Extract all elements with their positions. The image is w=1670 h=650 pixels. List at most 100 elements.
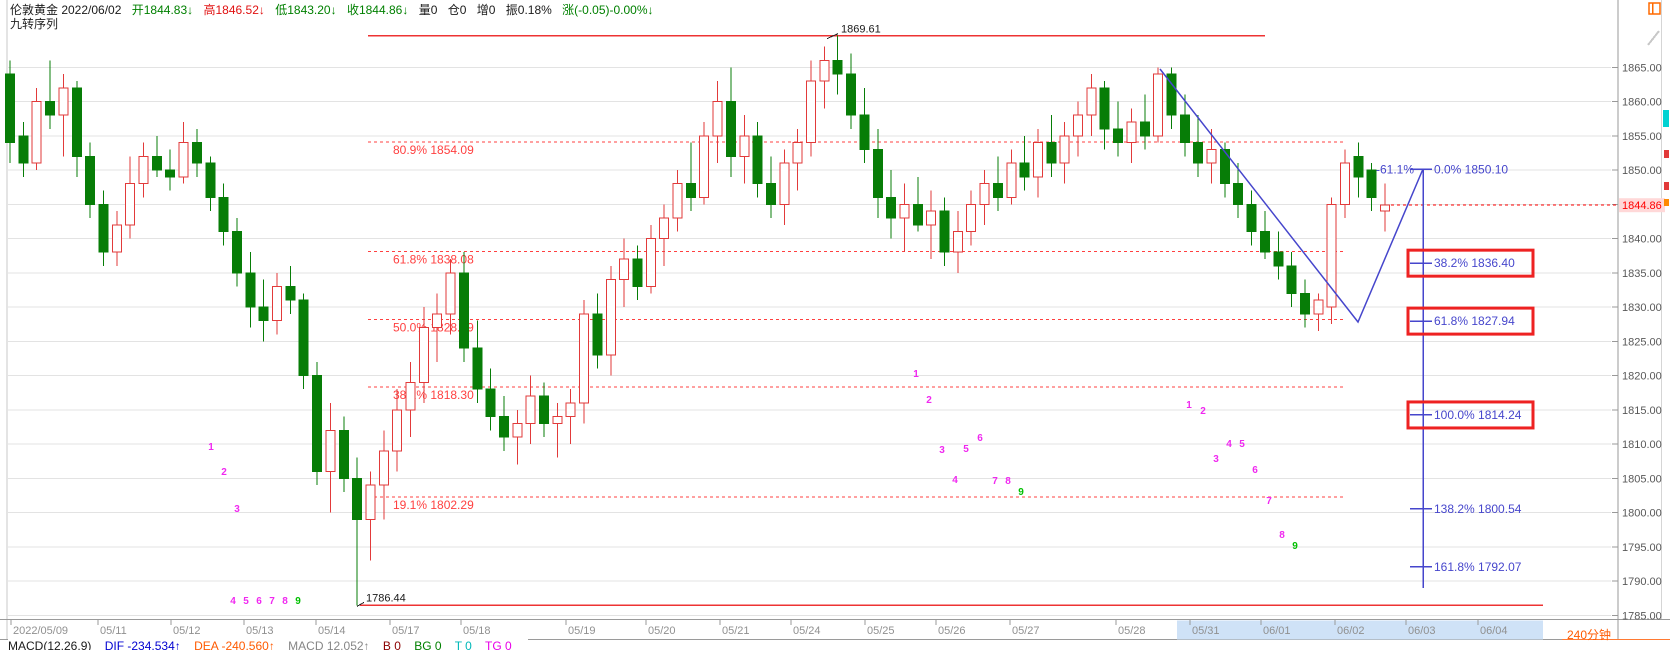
svg-text:2022/05/09: 2022/05/09 [13, 625, 68, 637]
oi-change: 增0 [476, 3, 496, 17]
high-value: 高1846.52↓ [203, 3, 265, 17]
svg-text:6: 6 [256, 596, 262, 607]
svg-text:4: 4 [952, 475, 958, 486]
svg-text:1785.00: 1785.00 [1622, 610, 1662, 622]
svg-text:161.8% 1792.07: 161.8% 1792.07 [1434, 560, 1522, 574]
svg-text:1825.00: 1825.00 [1622, 336, 1662, 348]
svg-text:05/20: 05/20 [648, 625, 676, 637]
svg-text:05/28: 05/28 [1118, 625, 1146, 637]
svg-text:8: 8 [282, 596, 288, 607]
svg-text:7: 7 [269, 596, 275, 607]
svg-text:2: 2 [221, 467, 227, 478]
svg-text:1835.00: 1835.00 [1622, 268, 1662, 280]
svg-text:1844.86: 1844.86 [1622, 200, 1662, 212]
scroll-mark-cyan [1663, 110, 1669, 127]
svg-text:1815.00: 1815.00 [1622, 405, 1662, 417]
svg-text:06/02: 06/02 [1337, 625, 1365, 637]
svg-text:138.2% 1800.54: 138.2% 1800.54 [1434, 502, 1522, 516]
svg-text:6: 6 [1252, 465, 1258, 476]
svg-text:05/12: 05/12 [173, 625, 201, 637]
svg-text:4: 4 [1226, 439, 1232, 450]
svg-text:80.9% 1854.09: 80.9% 1854.09 [393, 143, 474, 157]
macd-params: MACD(12,26,9) [8, 639, 92, 650]
svg-text:05/27: 05/27 [1012, 625, 1040, 637]
scroll-mark-red [1664, 150, 1669, 158]
change-value: 涨(-0.05)-0.00%↓ [562, 3, 654, 17]
last-price-tag [1619, 198, 1665, 213]
svg-text:05/26: 05/26 [938, 625, 966, 637]
svg-text:1: 1 [913, 369, 919, 380]
period-selector[interactable]: 240分钟 [1567, 628, 1612, 642]
svg-text:05/25: 05/25 [867, 625, 895, 637]
svg-text:06/01: 06/01 [1263, 625, 1291, 637]
close-value: 收1844.86↓ [346, 3, 409, 17]
scroll-mark-red [1664, 182, 1669, 190]
svg-text:5: 5 [243, 596, 249, 607]
price-axis[interactable]: 1865.001860.001855.001850.001845.001840.… [1612, 62, 1665, 622]
indicator-name-label: 九转序列 [10, 17, 59, 31]
svg-text:1840.00: 1840.00 [1622, 234, 1662, 246]
svg-text:5: 5 [1239, 439, 1245, 450]
window-restore-icon[interactable] [1648, 2, 1661, 15]
symbol-and-date: 伦敦黄金 2022/06/02 [10, 3, 122, 17]
low-value: 低1843.20↓ [275, 3, 337, 17]
svg-text:1830.00: 1830.00 [1622, 302, 1662, 314]
svg-text:7: 7 [1266, 496, 1272, 507]
open-value: 开1844.83↓ [131, 3, 194, 17]
svg-text:05/13: 05/13 [246, 625, 274, 637]
svg-text:05/19: 05/19 [568, 625, 596, 637]
svg-text:1790.00: 1790.00 [1622, 576, 1662, 588]
svg-text:9: 9 [295, 596, 301, 607]
alert-box [1406, 400, 1535, 430]
svg-text:06/03: 06/03 [1408, 625, 1436, 637]
svg-text:06/04: 06/04 [1480, 625, 1508, 637]
svg-text:2: 2 [1200, 406, 1206, 417]
svg-text:38.2% 1836.40: 38.2% 1836.40 [1434, 256, 1515, 270]
svg-text:7: 7 [992, 476, 998, 487]
candlestick-series [5, 35, 1391, 606]
svg-text:19.1% 1802.29: 19.1% 1802.29 [393, 498, 474, 512]
svg-text:2: 2 [926, 395, 932, 406]
svg-text:1: 1 [208, 442, 214, 453]
svg-text:1805.00: 1805.00 [1622, 473, 1662, 485]
svg-text:05/24: 05/24 [793, 625, 821, 637]
svg-text:05/21: 05/21 [722, 625, 750, 637]
svg-text:1795.00: 1795.00 [1622, 542, 1662, 554]
svg-text:1810.00: 1810.00 [1622, 439, 1662, 451]
volume-value: 量0 [418, 3, 438, 17]
svg-text:5: 5 [963, 444, 969, 455]
svg-text:1860.00: 1860.00 [1622, 97, 1662, 109]
svg-text:1869.61: 1869.61 [841, 24, 881, 36]
svg-text:1786.44: 1786.44 [366, 592, 406, 604]
open-interest: 仓0 [447, 3, 467, 17]
macd-status-bar[interactable]: MACD(12,26,9) DIF -234.534↑ DEA -240.560… [8, 639, 528, 650]
svg-text:1820.00: 1820.00 [1622, 371, 1662, 383]
dif-value: DIF -234.534↑ [104, 639, 181, 650]
t-value: T 0 [454, 639, 472, 650]
b-value: B 0 [382, 639, 401, 650]
svg-text:-61.1%: -61.1% [1376, 162, 1414, 176]
fib-projection-blue: 0.0% 1850.10 -61.1% 38.2% 1836.40 61.8% 182… [1159, 68, 1535, 588]
svg-text:61.8% 1827.94: 61.8% 1827.94 [1434, 314, 1515, 328]
svg-text:4: 4 [230, 596, 236, 607]
svg-text:9: 9 [1018, 487, 1024, 498]
svg-text:100.0% 1814.24: 100.0% 1814.24 [1434, 408, 1522, 422]
date-axis[interactable]: 2022/05/09 05/11 05/12 05/13 05/14 05/17 05/18… [10, 620, 1543, 640]
scroll-mark-orange [1664, 199, 1669, 206]
svg-text:1855.00: 1855.00 [1622, 131, 1662, 143]
svg-text:3: 3 [1213, 454, 1219, 465]
svg-text:1800.00: 1800.00 [1622, 508, 1662, 520]
right-scroll-strip[interactable] [1647, 2, 1669, 206]
svg-text:05/31: 05/31 [1192, 625, 1220, 637]
svg-text:05/17: 05/17 [392, 625, 420, 637]
alert-box [1406, 248, 1535, 278]
visible-range-highlight [1177, 620, 1543, 640]
svg-text:38.2% 1818.30: 38.2% 1818.30 [393, 388, 474, 402]
svg-text:0.0% 1850.10: 0.0% 1850.10 [1434, 162, 1508, 176]
quote-header: 伦敦黄金 2022/06/02 开1844.83↓ 高1846.52↓ 低184… [10, 1, 661, 18]
svg-text:6: 6 [977, 433, 983, 444]
